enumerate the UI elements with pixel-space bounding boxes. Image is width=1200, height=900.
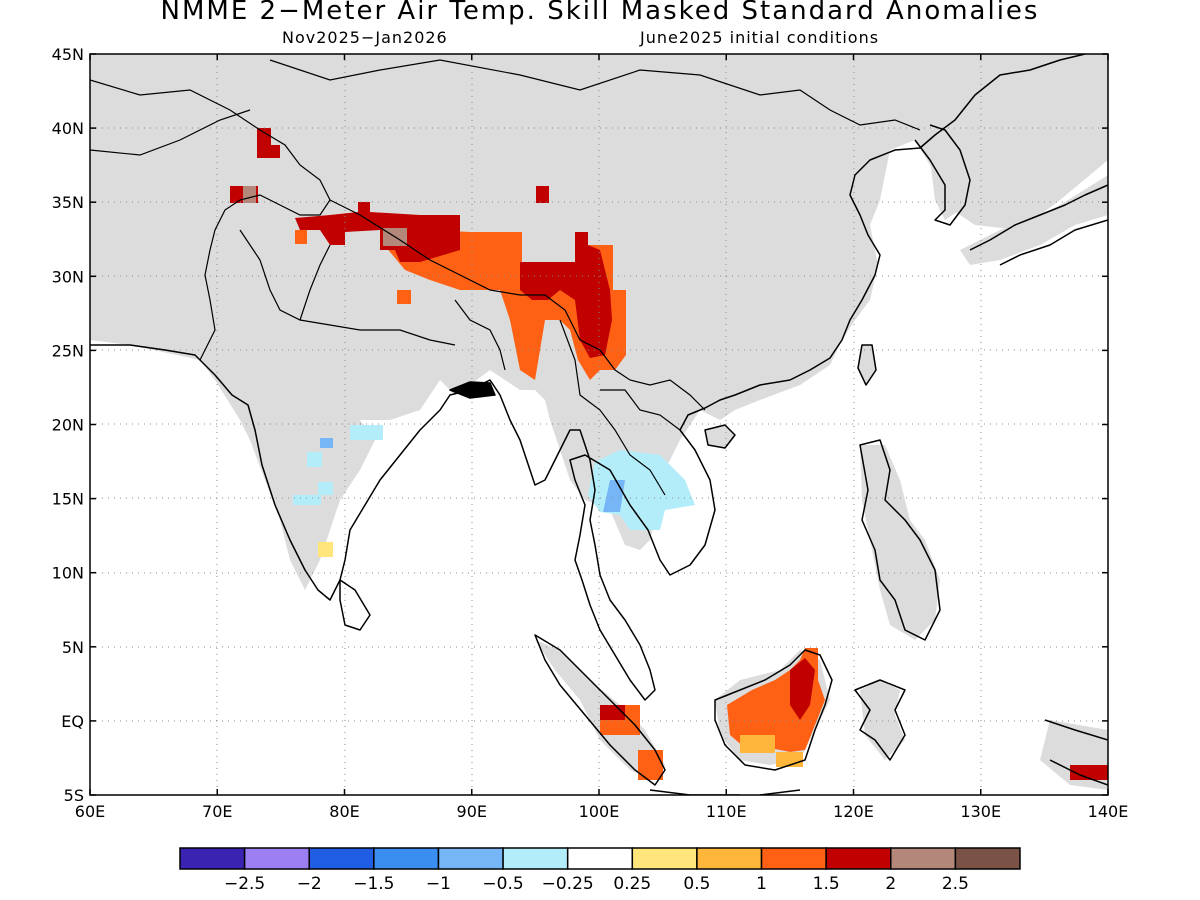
coastline-sumatra — [534, 634, 666, 786]
anomaly-tajik-2 — [268, 145, 280, 158]
x-tick-label: 90E — [457, 802, 487, 821]
anomaly-cells — [230, 128, 1108, 780]
colorbar-label: −2.5 — [224, 874, 265, 894]
anomaly-kashmir — [295, 230, 307, 244]
coastlines — [90, 54, 1108, 795]
colorbar-label: 2.5 — [942, 874, 969, 894]
x-tick-label: 140E — [1088, 802, 1129, 821]
map-body — [90, 54, 1108, 795]
colorbar-swatch — [696, 847, 763, 870]
colorbar-label: −2 — [297, 874, 322, 894]
korea — [930, 150, 965, 220]
anomaly-tibet-se — [520, 232, 612, 358]
y-tick-label: 30N — [52, 267, 84, 286]
colorbar-swatch — [760, 847, 827, 870]
colorbar-swatch — [890, 847, 957, 870]
anomaly-india-light-3 — [293, 495, 321, 505]
coastline-asia — [90, 54, 1086, 701]
japan — [960, 175, 1108, 265]
coastline-taiwan — [857, 344, 877, 386]
anomaly-india-light-2 — [307, 452, 322, 467]
y-tick-label: 45N — [52, 45, 84, 64]
colorbar-label: 1.5 — [813, 874, 840, 894]
sulawesi — [860, 680, 905, 760]
colorbar-label: 1 — [756, 874, 767, 894]
y-tick-label: 5N — [62, 638, 84, 657]
y-tick-label: 5S — [64, 786, 84, 805]
anomaly-sumatra-core — [600, 705, 625, 720]
philippines — [860, 445, 940, 640]
colorbar-swatch — [954, 847, 1021, 870]
y-tick-label: 10N — [52, 564, 84, 583]
hainan — [705, 425, 735, 448]
anomaly-india-light-4 — [318, 482, 333, 495]
anomaly-india-blue — [320, 438, 333, 448]
anomaly-new-guinea — [1070, 765, 1108, 780]
bangladesh-delta — [449, 381, 496, 399]
anomaly-pakistan-gray — [243, 186, 256, 203]
colorbar-swatch — [373, 847, 440, 870]
colorbar-label: −0.25 — [542, 874, 594, 894]
colorbar-swatch — [243, 847, 310, 870]
coastline-japan — [969, 184, 1108, 266]
map-axes: 60E 70E 80E 90E 100E 110E 120E 130E 140E 45N 40N 35… — [52, 45, 1129, 821]
x-tick-label: 130E — [960, 802, 1001, 821]
x-tick-label: 60E — [75, 802, 105, 821]
colorbar-label: 0.25 — [613, 874, 651, 894]
coastline-korea — [914, 124, 971, 226]
map-title: NMME 2−Meter Air Temp. Skill Masked Stan… — [160, 0, 1040, 26]
anomaly-tajik — [257, 128, 271, 158]
x-tick-label: 110E — [706, 802, 747, 821]
colorbar-swatch — [179, 847, 246, 870]
forecast-period: Nov2025−Jan2026 — [282, 28, 448, 47]
colorbar-swatch — [631, 847, 698, 870]
colorbar-swatch — [308, 847, 375, 870]
colorbar-swatch — [437, 847, 504, 870]
x-tick-label: 120E — [833, 802, 874, 821]
colorbar: −2.5 −2 −1.5 −1 −0.5 −0.25 0.25 0.5 1 1.5 2 2.5 — [179, 847, 1021, 894]
colorbar-label: 0.5 — [683, 874, 710, 894]
taiwan — [858, 345, 876, 385]
anomaly-nepal — [397, 290, 411, 304]
coastline-sulawesi — [854, 679, 906, 761]
colorbar-label: −1.5 — [353, 874, 394, 894]
y-tick-label: EQ — [61, 712, 84, 731]
coastline-srilanka — [339, 579, 371, 631]
coastline-borneo — [714, 649, 833, 771]
x-tick-label: 100E — [579, 802, 620, 821]
y-tick-label: 25N — [52, 341, 84, 360]
coastline-java — [649, 789, 801, 795]
coastline-new-guinea — [1044, 719, 1108, 786]
anomaly-nw-tibet — [536, 186, 549, 203]
y-tick-label: 15N — [52, 490, 84, 509]
coastline-philippines — [859, 439, 941, 641]
x-tick-label: 70E — [202, 802, 232, 821]
anomaly-borneo-ltorange — [740, 735, 775, 753]
colorbar-swatch — [566, 847, 634, 870]
colorbar-swatch — [825, 847, 892, 870]
anomaly-tibet-core — [295, 202, 460, 262]
colorbar-label: −1 — [426, 874, 451, 894]
anomaly-borneo-core — [790, 658, 815, 720]
anomaly-india-light-1 — [350, 425, 383, 440]
colorbar-label: 2 — [885, 874, 896, 894]
x-tick-label: 80E — [329, 802, 359, 821]
y-tick-label: 20N — [52, 416, 84, 435]
coastline-hainan — [704, 424, 736, 449]
y-tick-label: 35N — [52, 193, 84, 212]
colorbar-swatch — [502, 847, 569, 870]
initial-conditions: June2025 initial conditions — [640, 28, 880, 47]
colorbar-label: −0.5 — [482, 874, 523, 894]
anomaly-india-yellow — [318, 542, 333, 557]
y-tick-label: 40N — [52, 119, 84, 138]
country-borders — [90, 59, 921, 496]
